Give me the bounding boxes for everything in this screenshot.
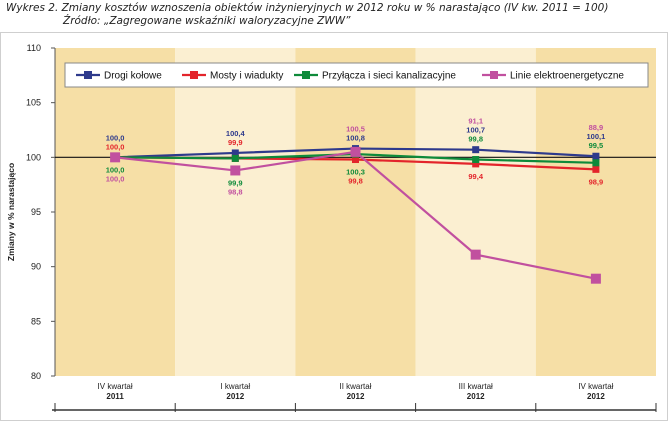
x-category-label: III kwartał (459, 382, 493, 391)
y-tick-label: 85 (31, 316, 41, 326)
x-category-year: 2012 (467, 392, 485, 401)
series-marker (352, 156, 359, 164)
series-marker (350, 146, 361, 157)
data-label: 99,8 (468, 135, 483, 144)
legend-swatch-marker (490, 71, 498, 79)
legend-swatch-marker (84, 71, 92, 79)
category-band (55, 48, 176, 376)
x-category-year: 2012 (226, 392, 244, 401)
data-label: 91,1 (468, 117, 483, 126)
x-category-label: I kwartał (220, 382, 250, 391)
series-marker (590, 273, 601, 284)
data-label: 100,3 (346, 168, 365, 177)
category-band (535, 48, 656, 376)
data-label: 100,8 (346, 134, 365, 143)
series-marker (110, 152, 121, 163)
series-marker (470, 249, 481, 260)
legend-box (64, 62, 649, 88)
data-label: 88,9 (589, 123, 604, 132)
data-label: 99,4 (468, 172, 483, 181)
legend-swatch-marker (302, 71, 310, 79)
data-label: 100,7 (466, 126, 485, 135)
legend-swatch-marker (190, 71, 198, 79)
series-marker (472, 160, 480, 168)
series-marker (592, 152, 600, 160)
y-tick-label: 100 (26, 152, 41, 162)
data-label: 100,0 (106, 174, 125, 183)
category-band (175, 48, 296, 376)
x-category-year: 2012 (587, 392, 605, 401)
data-label: 100,4 (226, 129, 246, 138)
data-label: 98,8 (228, 187, 243, 196)
legend-entry: Linie elektroenergetyczne (510, 71, 624, 82)
legend-entry: Przyłącza i sieci kanalizacyjne (322, 71, 456, 82)
series-marker (592, 165, 600, 173)
x-category-year: 2012 (347, 392, 365, 401)
data-label: 99,9 (228, 178, 243, 187)
data-label: 98,9 (589, 177, 604, 186)
x-category-label: II kwartał (339, 382, 371, 391)
data-label: 100,1 (587, 132, 606, 141)
data-label: 100,0 (106, 165, 125, 174)
data-label: 99,9 (228, 138, 243, 147)
y-tick-label: 90 (31, 262, 41, 272)
x-category-label: IV kwartał (98, 382, 133, 391)
legend-entry: Drogi kołowe (104, 71, 162, 82)
caption-source: Źródło: „Zagregowane wskaźniki waloryzac… (63, 15, 351, 27)
series-marker (592, 159, 600, 167)
series-marker (230, 165, 241, 176)
series-marker (231, 149, 239, 157)
y-axis-title: Zmiany w % narastająco (6, 163, 16, 261)
data-label: 100,0 (106, 142, 125, 151)
y-tick-label: 80 (31, 371, 41, 381)
legend-entry: Mosty i wiadukty (210, 71, 283, 82)
category-band (295, 48, 416, 376)
x-category-year: 2011 (106, 392, 124, 401)
category-band (415, 48, 536, 376)
series-marker (472, 156, 480, 164)
chart-caption: Wykres 2. Zmiany kosztów wznoszenia obie… (6, 2, 608, 28)
y-tick-label: 110 (27, 43, 41, 53)
data-label: 99,8 (348, 177, 363, 186)
series-marker (231, 154, 239, 162)
data-label: 99,5 (589, 141, 604, 150)
series-marker (472, 146, 480, 154)
x-category-label: IV kwartał (578, 382, 613, 391)
y-tick-label: 105 (26, 98, 41, 108)
caption-title: Wykres 2. Zmiany kosztów wznoszenia obie… (6, 2, 609, 14)
data-label: 100,5 (346, 125, 365, 134)
data-label: 100,0 (106, 133, 125, 142)
y-tick-label: 95 (31, 207, 41, 217)
